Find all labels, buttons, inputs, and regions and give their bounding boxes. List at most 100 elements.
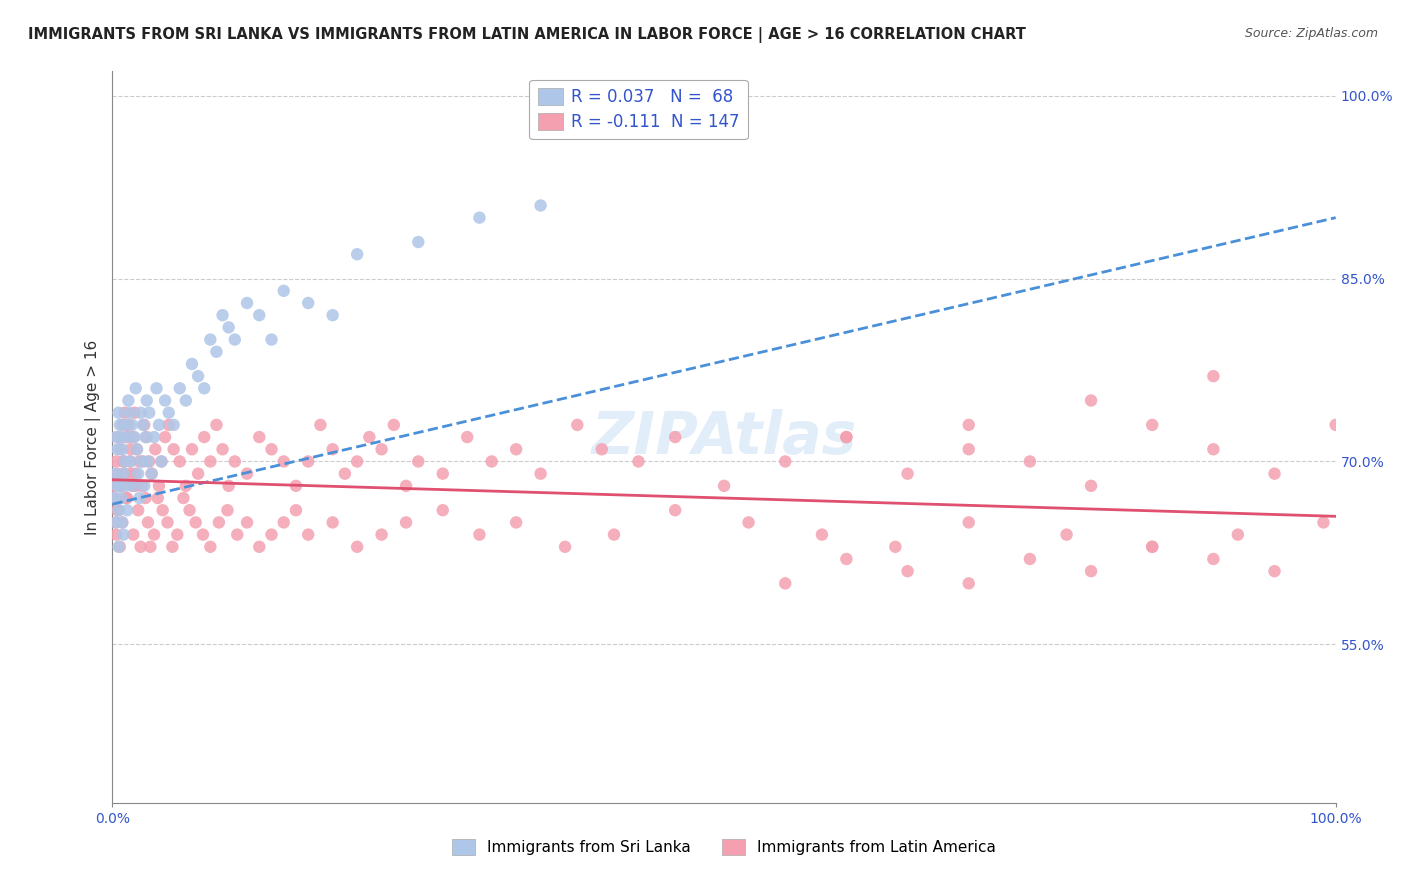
Immigrants from Latin America bbox=[110, 479, 132, 493]
Immigrants from Sri Lanka bbox=[105, 430, 128, 444]
Immigrants from Latin America bbox=[957, 442, 980, 457]
Immigrants from Sri Lanka bbox=[111, 442, 134, 457]
Immigrants from Latin America bbox=[217, 503, 239, 517]
Immigrants from Latin America bbox=[395, 516, 418, 530]
Immigrants from Latin America bbox=[125, 467, 148, 481]
Immigrants from Latin America bbox=[346, 454, 368, 468]
Immigrants from Sri Lanka bbox=[122, 479, 145, 493]
Immigrants from Latin America bbox=[957, 417, 980, 432]
Immigrants from Latin America bbox=[138, 454, 160, 468]
Immigrants from Latin America bbox=[146, 491, 169, 505]
Immigrants from Sri Lanka bbox=[157, 406, 180, 420]
Immigrants from Latin America bbox=[297, 527, 319, 541]
Immigrants from Latin America bbox=[150, 454, 173, 468]
Immigrants from Latin America bbox=[105, 503, 128, 517]
Immigrants from Latin America bbox=[1080, 393, 1102, 408]
Immigrants from Latin America bbox=[105, 454, 128, 468]
Immigrants from Sri Lanka bbox=[103, 491, 125, 505]
Immigrants from Sri Lanka bbox=[114, 454, 136, 468]
Immigrants from Latin America bbox=[567, 417, 589, 432]
Immigrants from Sri Lanka bbox=[104, 467, 127, 481]
Immigrants from Latin America bbox=[205, 417, 228, 432]
Immigrants from Sri Lanka bbox=[273, 284, 295, 298]
Immigrants from Latin America bbox=[835, 552, 858, 566]
Immigrants from Latin America bbox=[333, 467, 356, 481]
Immigrants from Sri Lanka bbox=[297, 296, 319, 310]
Immigrants from Latin America bbox=[627, 454, 650, 468]
Immigrants from Latin America bbox=[591, 442, 613, 457]
Immigrants from Sri Lanka bbox=[117, 430, 139, 444]
Immigrants from Latin America bbox=[114, 406, 136, 420]
Immigrants from Sri Lanka bbox=[105, 516, 128, 530]
Immigrants from Sri Lanka bbox=[120, 454, 142, 468]
Immigrants from Latin America bbox=[166, 527, 188, 541]
Immigrants from Latin America bbox=[897, 467, 920, 481]
Immigrants from Latin America bbox=[127, 503, 149, 517]
Immigrants from Sri Lanka bbox=[125, 381, 148, 395]
Immigrants from Latin America bbox=[157, 417, 180, 432]
Immigrants from Latin America bbox=[884, 540, 907, 554]
Immigrants from Latin America bbox=[359, 430, 381, 444]
Immigrants from Latin America bbox=[1056, 527, 1078, 541]
Immigrants from Sri Lanka bbox=[105, 442, 128, 457]
Immigrants from Latin America bbox=[139, 540, 162, 554]
Immigrants from Sri Lanka bbox=[468, 211, 491, 225]
Immigrants from Latin America bbox=[408, 454, 430, 468]
Immigrants from Latin America bbox=[309, 417, 332, 432]
Immigrants from Sri Lanka bbox=[136, 454, 159, 468]
Immigrants from Sri Lanka bbox=[200, 333, 222, 347]
Immigrants from Latin America bbox=[284, 479, 308, 493]
Immigrants from Latin America bbox=[1018, 552, 1040, 566]
Immigrants from Sri Lanka bbox=[169, 381, 191, 395]
Immigrants from Latin America bbox=[322, 516, 344, 530]
Immigrants from Sri Lanka bbox=[118, 406, 141, 420]
Immigrants from Latin America bbox=[114, 467, 136, 481]
Immigrants from Sri Lanka bbox=[129, 406, 152, 420]
Immigrants from Sri Lanka bbox=[112, 527, 135, 541]
Immigrants from Latin America bbox=[135, 430, 157, 444]
Immigrants from Sri Lanka bbox=[211, 308, 233, 322]
Immigrants from Latin America bbox=[1142, 540, 1164, 554]
Immigrants from Latin America bbox=[713, 479, 735, 493]
Immigrants from Sri Lanka bbox=[107, 406, 129, 420]
Immigrants from Sri Lanka bbox=[138, 406, 160, 420]
Immigrants from Latin America bbox=[136, 516, 159, 530]
Immigrants from Latin America bbox=[107, 503, 129, 517]
Immigrants from Latin America bbox=[134, 491, 156, 505]
Immigrants from Latin America bbox=[260, 442, 283, 457]
Immigrants from Sri Lanka bbox=[110, 430, 132, 444]
Immigrants from Latin America bbox=[897, 564, 920, 578]
Immigrants from Latin America bbox=[1202, 369, 1225, 384]
Immigrants from Sri Lanka bbox=[131, 454, 153, 468]
Immigrants from Latin America bbox=[156, 516, 179, 530]
Immigrants from Latin America bbox=[129, 540, 152, 554]
Immigrants from Latin America bbox=[297, 454, 319, 468]
Immigrants from Latin America bbox=[174, 479, 197, 493]
Immigrants from Latin America bbox=[1202, 552, 1225, 566]
Immigrants from Sri Lanka bbox=[529, 198, 551, 212]
Immigrants from Latin America bbox=[115, 491, 138, 505]
Immigrants from Latin America bbox=[152, 503, 174, 517]
Immigrants from Latin America bbox=[181, 442, 204, 457]
Immigrants from Latin America bbox=[153, 430, 176, 444]
Immigrants from Latin America bbox=[115, 491, 138, 505]
Immigrants from Sri Lanka bbox=[143, 430, 166, 444]
Immigrants from Latin America bbox=[432, 503, 454, 517]
Immigrants from Latin America bbox=[115, 430, 138, 444]
Immigrants from Latin America bbox=[162, 540, 184, 554]
Immigrants from Latin America bbox=[1142, 417, 1164, 432]
Immigrants from Latin America bbox=[1142, 540, 1164, 554]
Immigrants from Sri Lanka bbox=[150, 454, 173, 468]
Immigrants from Latin America bbox=[107, 430, 129, 444]
Immigrants from Latin America bbox=[432, 467, 454, 481]
Immigrants from Latin America bbox=[148, 479, 170, 493]
Immigrants from Latin America bbox=[835, 430, 858, 444]
Immigrants from Sri Lanka bbox=[247, 308, 270, 322]
Immigrants from Latin America bbox=[134, 417, 156, 432]
Immigrants from Latin America bbox=[200, 454, 222, 468]
Immigrants from Latin America bbox=[163, 442, 186, 457]
Immigrants from Sri Lanka bbox=[110, 491, 132, 505]
Immigrants from Latin America bbox=[211, 442, 233, 457]
Immigrants from Latin America bbox=[118, 454, 141, 468]
Immigrants from Latin America bbox=[108, 540, 131, 554]
